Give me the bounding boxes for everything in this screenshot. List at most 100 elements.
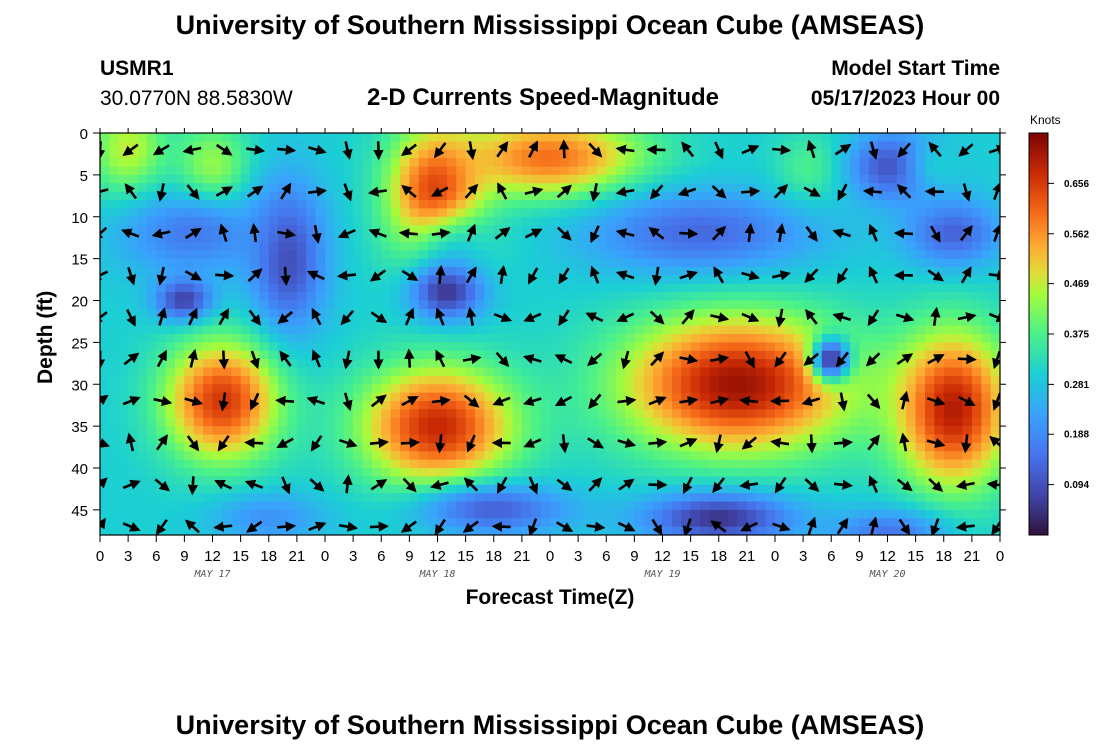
heatmap-cell xyxy=(615,401,626,410)
heatmap-cell xyxy=(775,149,785,159)
heatmap-cell xyxy=(671,292,682,302)
heatmap-cell xyxy=(550,258,560,268)
heatmap-cell xyxy=(381,216,392,226)
heatmap-cell xyxy=(728,526,739,535)
heatmap-cell xyxy=(606,233,617,243)
heatmap-cell xyxy=(203,417,214,427)
heatmap-cell xyxy=(315,292,326,302)
heatmap-cell xyxy=(803,434,814,444)
heatmap-cell xyxy=(259,292,270,302)
heatmap-cell xyxy=(118,367,129,377)
heatmap-cell xyxy=(118,484,129,494)
heatmap-cell xyxy=(831,241,842,251)
heatmap-cell xyxy=(128,174,139,184)
heatmap-cell xyxy=(606,183,617,193)
heatmap-cell xyxy=(981,359,992,369)
heatmap-cell xyxy=(306,526,317,535)
heatmap-cell xyxy=(634,317,645,327)
heatmap-cell xyxy=(531,308,542,318)
heatmap-cell xyxy=(671,258,682,268)
heatmap-cell xyxy=(531,493,542,503)
heatmap-cell xyxy=(175,476,185,486)
heatmap-cell xyxy=(446,183,457,193)
heatmap-cell xyxy=(578,233,589,243)
heatmap-cell xyxy=(100,216,110,226)
heatmap-cell xyxy=(793,275,804,285)
heatmap-cell xyxy=(296,149,307,159)
heatmap-cell xyxy=(184,459,195,469)
current-vector-arrow xyxy=(528,518,538,535)
heatmap-cell xyxy=(615,434,626,444)
heatmap-cell xyxy=(353,166,364,176)
current-vector-arrow xyxy=(618,478,635,491)
heatmap-cell xyxy=(981,350,992,360)
heatmap-cell xyxy=(259,225,270,235)
heatmap-cell xyxy=(400,158,410,168)
heatmap-cell xyxy=(512,283,523,293)
heatmap-cell xyxy=(193,476,204,486)
heatmap-cell xyxy=(596,451,607,461)
heatmap-cell xyxy=(840,208,851,218)
heatmap-cell xyxy=(850,334,860,343)
heatmap-cell xyxy=(512,300,523,310)
heatmap-cell xyxy=(475,191,485,201)
current-vector-arrow xyxy=(617,395,637,407)
heatmap-cell xyxy=(868,174,879,184)
heatmap-cell xyxy=(812,392,823,402)
heatmap-cell xyxy=(550,434,560,444)
heatmap-cell xyxy=(878,459,889,469)
heatmap-cell xyxy=(146,334,157,343)
heatmap-cell xyxy=(353,484,364,494)
heatmap-cell xyxy=(615,501,626,511)
heatmap-cell xyxy=(278,417,289,427)
heatmap-cell xyxy=(746,375,757,385)
heatmap-cell xyxy=(709,409,720,419)
heatmap-cell xyxy=(896,359,907,369)
heatmap-cell xyxy=(615,133,626,142)
heatmap-cell xyxy=(362,292,373,302)
heatmap-cell xyxy=(596,191,607,201)
heatmap-cell xyxy=(615,292,626,302)
heatmap-cell xyxy=(737,325,748,335)
heatmap-cell xyxy=(484,468,495,477)
heatmap-cell xyxy=(784,191,795,201)
heatmap-cell xyxy=(118,426,129,436)
heatmap-cell xyxy=(568,149,579,159)
heatmap-cell xyxy=(175,200,185,209)
heatmap-cell xyxy=(784,300,795,310)
heatmap-cell xyxy=(287,493,298,503)
current-vector-arrow xyxy=(741,270,760,281)
heatmap-cell xyxy=(381,233,392,243)
heatmap-cell xyxy=(428,141,439,151)
heatmap-cell xyxy=(531,417,542,427)
heatmap-cell xyxy=(746,518,757,528)
heatmap-cell xyxy=(962,518,973,528)
heatmap-cell xyxy=(803,325,814,335)
heatmap-cell xyxy=(971,367,982,377)
heatmap-cell xyxy=(868,158,879,168)
heatmap-cell xyxy=(962,509,973,519)
heatmap-cell xyxy=(971,275,982,285)
heatmap-cell xyxy=(559,334,570,343)
heatmap-cell xyxy=(287,459,298,469)
heatmap-cell xyxy=(559,208,570,218)
heatmap-cell xyxy=(821,417,832,427)
heatmap-cell xyxy=(128,208,139,218)
heatmap-cell xyxy=(728,158,739,168)
heatmap-cell xyxy=(859,308,870,318)
heatmap-cell xyxy=(175,367,185,377)
heatmap-cell xyxy=(371,484,382,494)
heatmap-cell xyxy=(203,216,214,226)
heatmap-cell xyxy=(559,308,570,318)
heatmap-cell xyxy=(943,317,954,327)
heatmap-cell xyxy=(915,158,926,168)
heatmap-cell xyxy=(287,526,298,535)
heatmap-cell xyxy=(943,133,954,142)
heatmap-cell xyxy=(840,426,851,436)
heatmap-cell xyxy=(475,308,485,318)
heatmap-cell xyxy=(203,442,214,452)
heatmap-cell xyxy=(165,501,176,511)
heatmap-cell xyxy=(306,275,317,285)
heatmap-cell xyxy=(765,451,776,461)
heatmap-cell xyxy=(775,191,785,201)
